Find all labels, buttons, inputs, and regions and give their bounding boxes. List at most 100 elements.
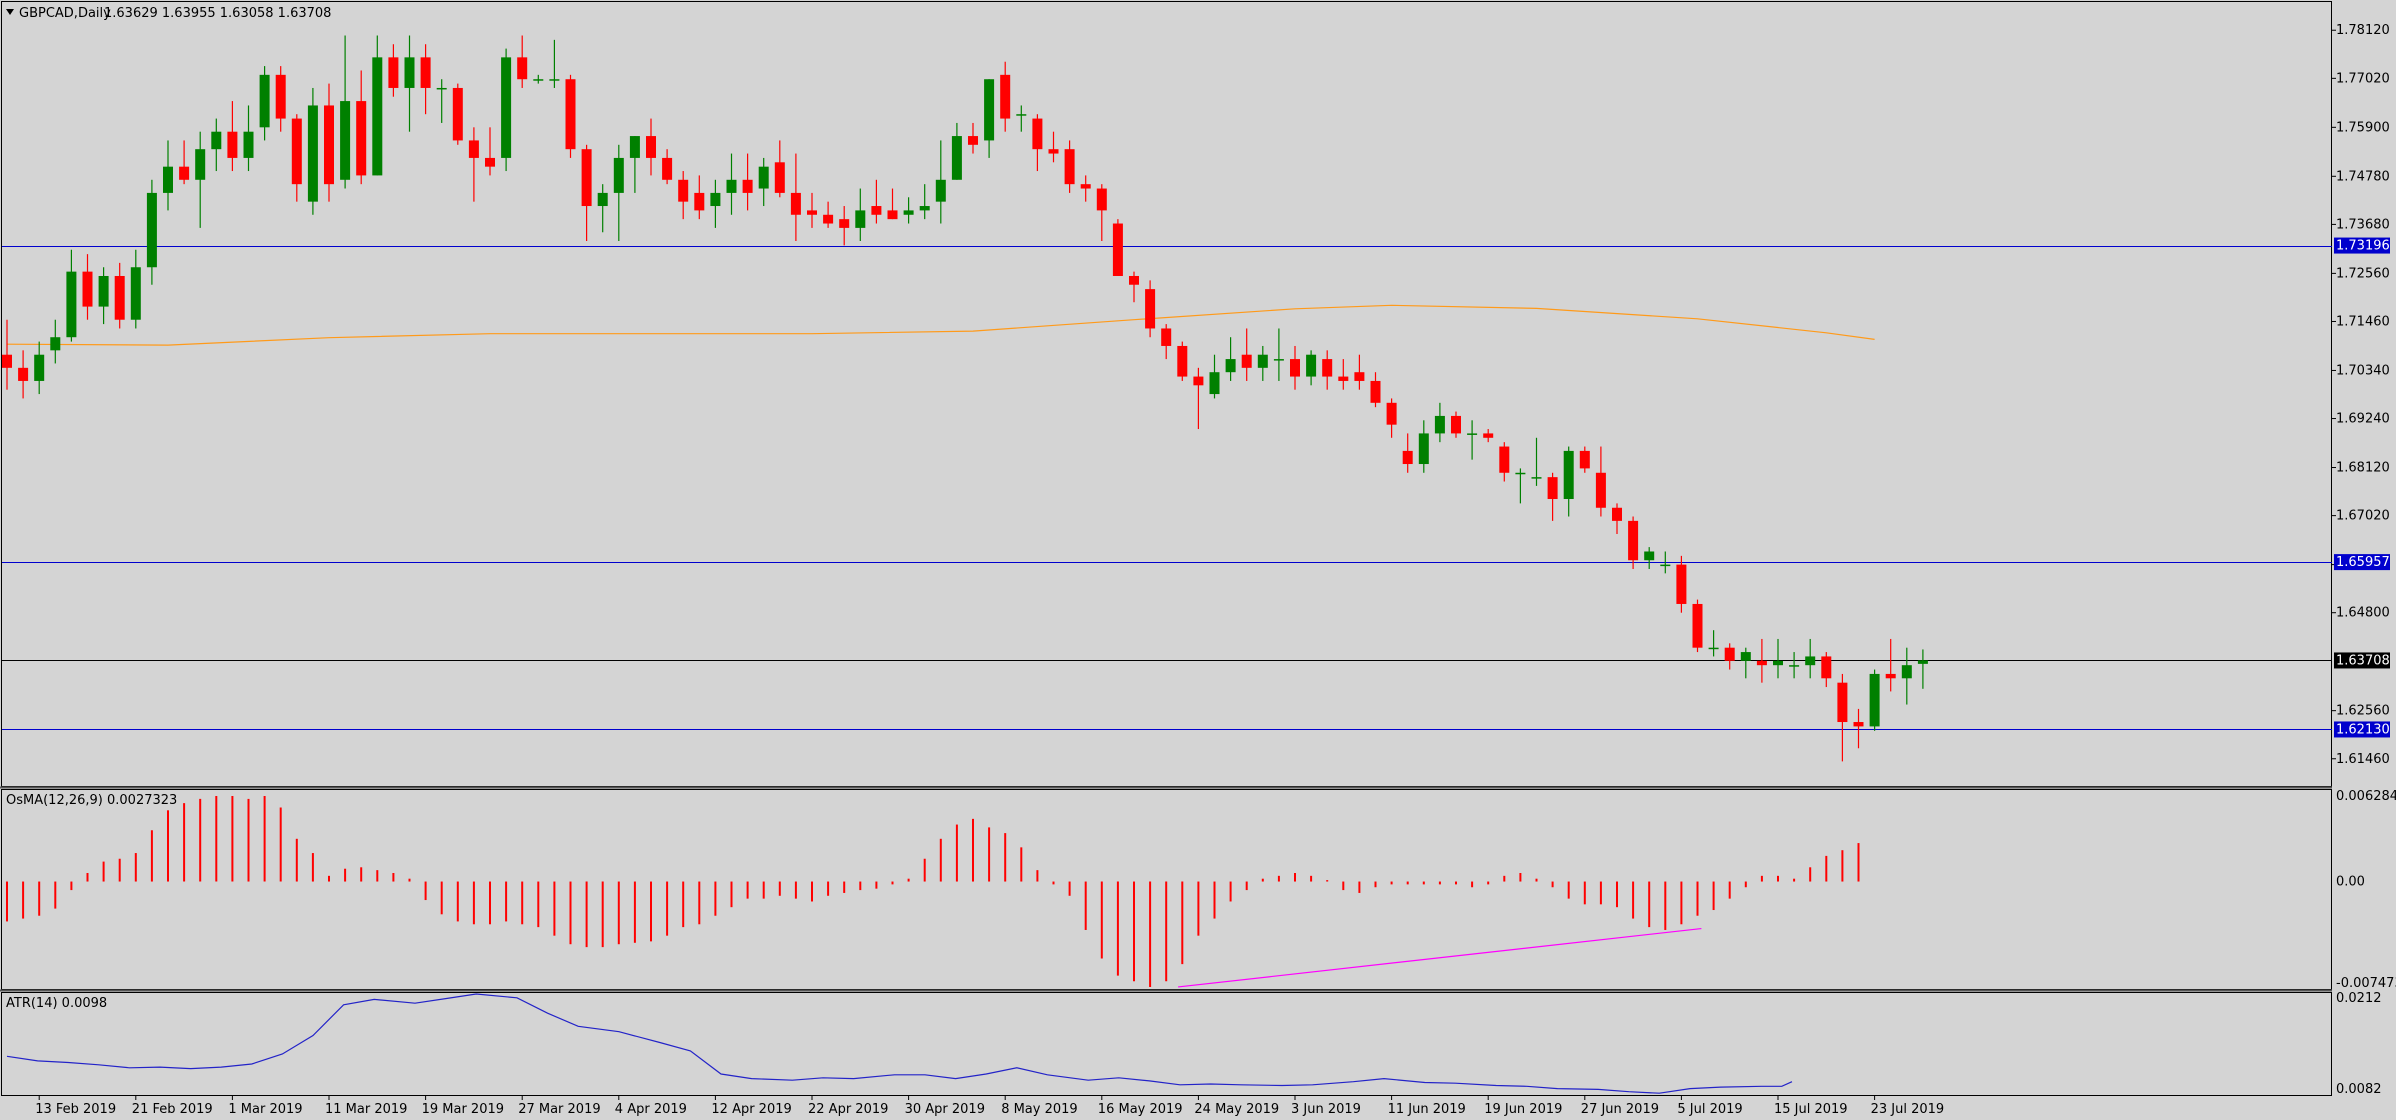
candle bbox=[1322, 350, 1333, 390]
candle-body bbox=[1209, 372, 1220, 395]
candle bbox=[1547, 472, 1558, 521]
candle bbox=[130, 249, 141, 329]
candle-body bbox=[1692, 603, 1703, 648]
candle-body bbox=[114, 275, 125, 320]
candle-body bbox=[919, 206, 930, 211]
candle-body bbox=[1032, 118, 1043, 150]
candle bbox=[388, 44, 399, 97]
candle bbox=[1338, 359, 1349, 390]
candle bbox=[1595, 446, 1606, 517]
candle bbox=[1112, 219, 1123, 276]
candle-body bbox=[1096, 188, 1107, 211]
y-tick-label: 1.74780 bbox=[2336, 169, 2390, 184]
y-tick-label: 1.67020 bbox=[2336, 509, 2390, 524]
level-price-label: 1.73196 bbox=[2336, 239, 2390, 254]
candle-body bbox=[1064, 149, 1075, 185]
level-price-label: 1.62130 bbox=[2336, 722, 2390, 737]
candle bbox=[1418, 420, 1429, 473]
candle-body bbox=[1837, 682, 1848, 723]
candle bbox=[1290, 345, 1300, 390]
divergence-line[interactable] bbox=[1178, 927, 1702, 988]
candle-body bbox=[1773, 660, 1783, 666]
candle-body bbox=[1579, 450, 1590, 469]
candle bbox=[1161, 324, 1172, 360]
candle-body bbox=[291, 118, 302, 185]
candle bbox=[227, 101, 238, 172]
candle-body bbox=[307, 105, 318, 202]
candle-body bbox=[694, 192, 705, 211]
candle bbox=[1499, 442, 1510, 482]
candle-body bbox=[1612, 507, 1622, 521]
horizontal-lines[interactable] bbox=[2, 246, 2332, 730]
candle bbox=[114, 262, 125, 329]
candle bbox=[951, 122, 962, 180]
candle bbox=[935, 140, 946, 224]
candle-body bbox=[565, 79, 576, 150]
candle-body bbox=[678, 179, 689, 202]
candle-body bbox=[356, 101, 367, 176]
candle-body bbox=[758, 166, 769, 189]
candle-body bbox=[485, 157, 495, 167]
candle bbox=[710, 179, 721, 228]
candle bbox=[1209, 354, 1220, 399]
current-price-label: 1.63708 bbox=[2336, 653, 2390, 668]
y-tick-label: 1.77020 bbox=[2336, 71, 2390, 86]
candle-body bbox=[1112, 223, 1123, 276]
candle-body bbox=[1306, 354, 1317, 377]
candle-body bbox=[1145, 289, 1156, 329]
candle bbox=[1096, 184, 1107, 242]
candle bbox=[259, 66, 270, 141]
x-tick-label: 11 Jun 2019 bbox=[1388, 1102, 1466, 1117]
candle bbox=[340, 35, 351, 189]
candle bbox=[1579, 446, 1590, 473]
candle-body bbox=[372, 57, 383, 176]
candle bbox=[1080, 175, 1091, 202]
candle bbox=[807, 192, 817, 228]
candle-body bbox=[1676, 564, 1687, 604]
candle bbox=[774, 140, 785, 198]
candle bbox=[420, 44, 431, 115]
candle-body bbox=[517, 57, 528, 80]
candle-body bbox=[1354, 372, 1365, 381]
price-axis: 1.78120 1.77020 1.75900 1.74780 1.73680 1.725… bbox=[2332, 23, 2390, 767]
candle bbox=[436, 79, 447, 123]
candle bbox=[1467, 420, 1478, 460]
candle bbox=[758, 157, 769, 207]
candle bbox=[871, 179, 882, 224]
candle bbox=[1837, 673, 1848, 762]
candle bbox=[662, 149, 673, 185]
candle-body bbox=[501, 57, 512, 158]
candle bbox=[1354, 354, 1365, 390]
candle bbox=[1756, 638, 1767, 683]
candle bbox=[2, 319, 12, 390]
collapse-triangle-icon[interactable] bbox=[6, 9, 14, 15]
candle bbox=[1386, 398, 1397, 438]
candle bbox=[211, 118, 222, 172]
candle bbox=[1740, 647, 1751, 679]
candle bbox=[1531, 437, 1542, 486]
candle-body bbox=[1885, 673, 1896, 679]
candle-body bbox=[1322, 359, 1333, 377]
candle-body bbox=[710, 192, 721, 207]
candle-body bbox=[1080, 184, 1091, 189]
candle bbox=[307, 87, 318, 215]
candle-body bbox=[18, 367, 29, 381]
ma-line bbox=[6, 304, 1875, 346]
candle bbox=[1129, 271, 1139, 303]
candle-body bbox=[468, 140, 479, 158]
candle bbox=[1821, 652, 1832, 688]
candle-body bbox=[1724, 647, 1735, 661]
candle bbox=[1805, 638, 1816, 679]
candle-body bbox=[1000, 74, 1011, 119]
candle-body bbox=[774, 162, 785, 193]
y-tick-label: 1.78120 bbox=[2336, 23, 2390, 38]
candle-body bbox=[1483, 433, 1494, 438]
x-tick-label: 1 Mar 2019 bbox=[228, 1102, 302, 1117]
candle-body bbox=[146, 192, 157, 268]
candle-body bbox=[1290, 359, 1300, 377]
candle-body bbox=[1161, 328, 1172, 346]
candle-body bbox=[1821, 656, 1832, 679]
candle-body bbox=[968, 136, 978, 145]
level-price-tag bbox=[2334, 721, 2390, 738]
candle bbox=[1724, 643, 1735, 670]
